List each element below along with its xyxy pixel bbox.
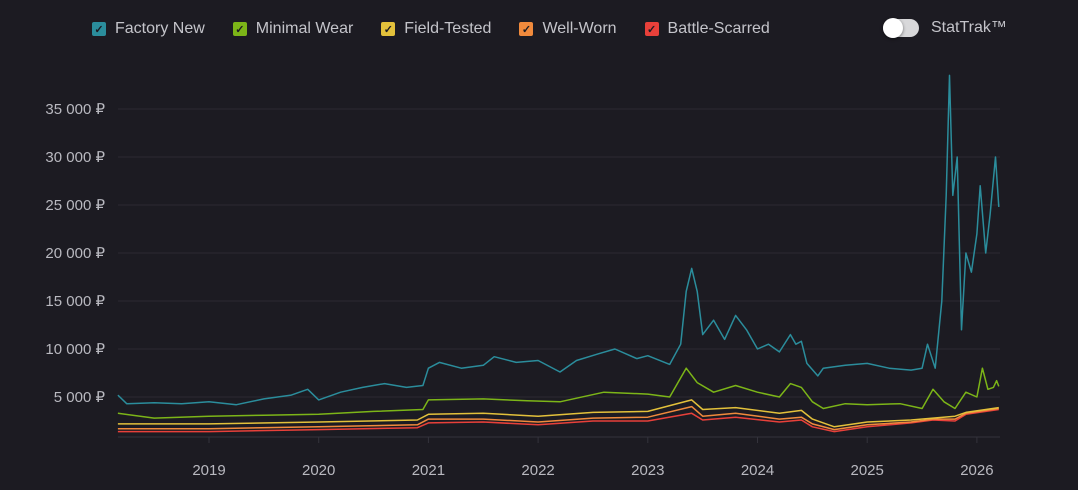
y-tick-label: 30 000 ₽ [45, 149, 105, 166]
stattrak-toggle[interactable]: StatTrak™ [883, 18, 1007, 38]
series-line-battle-scarred [117, 408, 999, 433]
y-tick-label: 20 000 ₽ [45, 245, 105, 262]
stattrak-label: StatTrak™ [931, 19, 1007, 36]
y-tick-label: 5 000 ₽ [54, 389, 106, 406]
checkbox-icon[interactable]: ✓ [92, 22, 106, 36]
x-tick-label: 2026 [960, 462, 993, 479]
legend-item-well-worn[interactable]: ✓ Well-Worn [519, 20, 617, 38]
series-line-field-tested [117, 399, 999, 428]
chart-legend: ✓ Factory New ✓ Minimal Wear ✓ Field-Tested ✓ W… [92, 20, 798, 38]
x-tick-label: 2025 [851, 462, 884, 479]
legend-item-field-tested[interactable]: ✓ Field-Tested [381, 20, 491, 38]
legend-label: Factory New [115, 20, 205, 37]
legend-label: Minimal Wear [255, 20, 354, 37]
y-tick-label: 15 000 ₽ [45, 293, 105, 310]
x-tick-label: 2022 [521, 462, 554, 479]
toggle-track[interactable] [883, 18, 919, 38]
x-tick-label: 2023 [631, 462, 664, 479]
series-line-well-worn [117, 405, 999, 431]
checkbox-icon[interactable]: ✓ [232, 22, 247, 36]
x-tick-label: 2019 [192, 462, 225, 479]
series-line-minimal-wear [117, 367, 1000, 419]
checkbox-icon[interactable]: ✓ [519, 22, 534, 36]
x-tick-label: 2020 [302, 462, 335, 479]
legend-item-factory-new[interactable]: ✓ Factory New [92, 20, 205, 38]
y-tick-label: 10 000 ₽ [45, 341, 105, 358]
series-line-factory-new [117, 74, 1000, 406]
y-tick-label: 25 000 ₽ [45, 197, 105, 214]
checkbox-icon[interactable]: ✓ [644, 22, 659, 36]
legend-label: Well-Worn [542, 20, 617, 37]
legend-label: Battle-Scarred [667, 20, 770, 37]
toggle-knob [883, 18, 903, 38]
y-tick-label: 35 000 ₽ [45, 101, 105, 118]
x-tick-label: 2024 [741, 462, 774, 479]
checkbox-icon[interactable]: ✓ [381, 22, 396, 36]
legend-label: Field-Tested [404, 20, 492, 37]
legend-item-minimal-wear[interactable]: ✓ Minimal Wear [232, 20, 354, 38]
x-tick-label: 2021 [412, 462, 445, 479]
legend-item-battle-scarred[interactable]: ✓ Battle-Scarred [644, 20, 770, 38]
